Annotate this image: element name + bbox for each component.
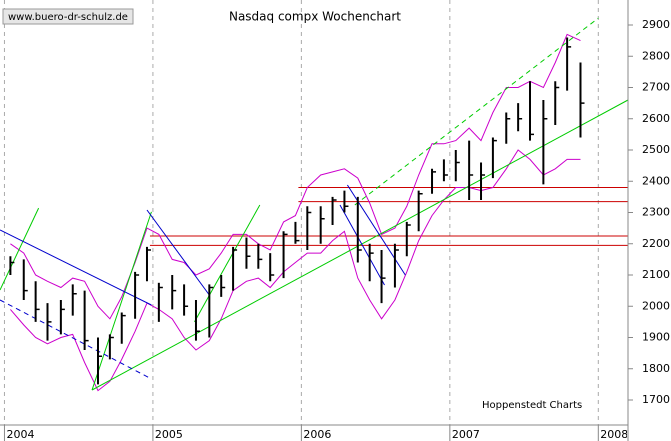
y-tick-label: 1700 [642,393,670,406]
watermark: www.buero-dr-schulz.de [8,12,128,23]
y-tick-label: 2900 [642,18,670,31]
trend-line [0,299,151,379]
trend-line [146,209,210,296]
trend-line [339,204,385,286]
x-tick-group: 2004 2005 2006 2007 2008 [3,425,628,441]
source-note: Hoppenstedt Charts [482,400,582,411]
trend-line [354,17,599,206]
trend-line [91,211,152,391]
x-tick-label: 2008 [600,428,628,441]
trend-line [0,207,40,291]
y-tick-label: 2200 [642,237,670,250]
trend-line [91,99,629,391]
y-tick-label: 2500 [642,143,670,156]
y-tick-label: 1900 [642,331,670,344]
y-tick-label: 2600 [642,112,670,125]
y-tick-label: 2000 [642,299,670,312]
trend-line [346,184,406,276]
y-tick-label: 2400 [642,174,670,187]
y-tick-label: 2700 [642,81,670,94]
trend-line [194,204,261,323]
y-tick-label: 2100 [642,268,670,281]
bollinger-band [10,149,581,392]
plot-area [0,0,629,425]
y-tick-label: 2300 [642,206,670,219]
x-tick-label: 2007 [452,428,480,441]
x-tick-label: 2006 [303,428,331,441]
trend-line [0,229,152,306]
y-tick-label: 1800 [642,362,670,375]
chart-title: Nasdaq compx Wochenchart [229,10,401,24]
y-tick-label: 2800 [642,49,670,62]
watermark-box [2,8,134,25]
x-tick-label: 2005 [155,428,183,441]
x-tick-label: 2004 [6,428,34,441]
bollinger-band [10,33,581,320]
